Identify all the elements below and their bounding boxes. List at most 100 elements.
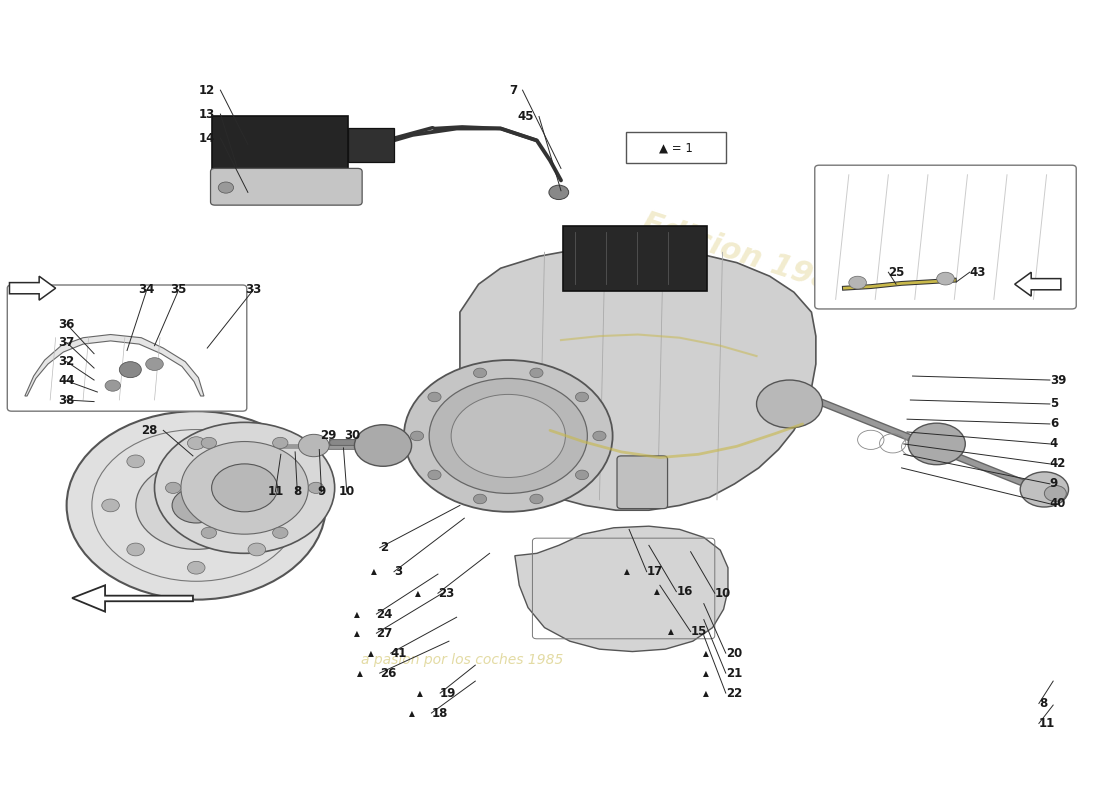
Text: 44: 44 bbox=[58, 374, 75, 387]
Circle shape bbox=[1044, 486, 1066, 502]
Text: 9: 9 bbox=[1049, 478, 1058, 490]
Text: 39: 39 bbox=[1049, 374, 1066, 386]
FancyBboxPatch shape bbox=[8, 285, 246, 411]
Text: 2: 2 bbox=[379, 542, 388, 554]
Circle shape bbox=[1020, 472, 1068, 507]
Circle shape bbox=[404, 360, 613, 512]
FancyBboxPatch shape bbox=[563, 226, 707, 290]
Circle shape bbox=[273, 438, 288, 449]
Text: Edicion 1985: Edicion 1985 bbox=[638, 209, 857, 304]
Text: 28: 28 bbox=[142, 424, 157, 437]
FancyBboxPatch shape bbox=[815, 166, 1076, 309]
Polygon shape bbox=[25, 334, 204, 396]
Text: 23: 23 bbox=[438, 586, 454, 600]
Circle shape bbox=[428, 470, 441, 480]
Text: 16: 16 bbox=[676, 585, 693, 598]
Circle shape bbox=[530, 368, 543, 378]
Text: 29: 29 bbox=[320, 430, 337, 442]
Text: 22: 22 bbox=[726, 686, 742, 699]
Text: 37: 37 bbox=[58, 336, 75, 349]
Text: 33: 33 bbox=[245, 283, 262, 296]
Text: 12: 12 bbox=[199, 84, 214, 97]
Text: 25: 25 bbox=[889, 266, 904, 278]
Text: 17: 17 bbox=[647, 566, 663, 578]
Text: 40: 40 bbox=[1049, 498, 1066, 510]
Circle shape bbox=[428, 392, 441, 402]
Circle shape bbox=[249, 455, 265, 468]
Circle shape bbox=[187, 437, 205, 450]
FancyBboxPatch shape bbox=[210, 169, 362, 205]
Text: ▲: ▲ bbox=[415, 589, 421, 598]
Circle shape bbox=[410, 431, 424, 441]
Text: ▲: ▲ bbox=[653, 587, 660, 596]
Text: ▲: ▲ bbox=[358, 669, 363, 678]
Text: 21: 21 bbox=[726, 666, 742, 680]
FancyBboxPatch shape bbox=[626, 133, 726, 163]
Text: ▲: ▲ bbox=[703, 649, 708, 658]
Circle shape bbox=[937, 272, 955, 285]
Text: 19: 19 bbox=[440, 686, 456, 699]
Text: ▲: ▲ bbox=[372, 567, 377, 576]
Text: 26: 26 bbox=[379, 666, 396, 680]
Circle shape bbox=[201, 527, 217, 538]
FancyBboxPatch shape bbox=[211, 117, 348, 170]
Text: 5: 5 bbox=[1049, 398, 1058, 410]
Text: ▲: ▲ bbox=[703, 669, 708, 678]
Circle shape bbox=[575, 392, 589, 402]
Circle shape bbox=[172, 488, 220, 523]
Circle shape bbox=[102, 499, 119, 512]
Polygon shape bbox=[460, 246, 816, 510]
Circle shape bbox=[249, 543, 265, 556]
FancyBboxPatch shape bbox=[617, 456, 668, 509]
Text: ▲: ▲ bbox=[624, 567, 630, 576]
Polygon shape bbox=[73, 586, 192, 612]
Circle shape bbox=[119, 362, 141, 378]
Text: 45: 45 bbox=[517, 110, 534, 123]
Circle shape bbox=[909, 423, 966, 465]
Circle shape bbox=[308, 482, 323, 494]
Circle shape bbox=[575, 470, 589, 480]
Circle shape bbox=[473, 494, 486, 504]
Circle shape bbox=[180, 442, 308, 534]
Text: 7: 7 bbox=[509, 84, 517, 97]
Circle shape bbox=[757, 380, 823, 428]
Circle shape bbox=[187, 562, 205, 574]
Circle shape bbox=[273, 499, 290, 512]
Text: 24: 24 bbox=[376, 607, 393, 621]
Text: 15: 15 bbox=[691, 625, 707, 638]
Text: ▲: ▲ bbox=[408, 709, 415, 718]
Circle shape bbox=[429, 378, 587, 494]
Text: a pasion por los coches 1985: a pasion por los coches 1985 bbox=[361, 653, 563, 666]
Text: 38: 38 bbox=[58, 394, 75, 406]
Text: 41: 41 bbox=[390, 646, 407, 660]
FancyBboxPatch shape bbox=[348, 129, 394, 162]
Circle shape bbox=[354, 425, 411, 466]
Circle shape bbox=[218, 182, 233, 193]
Text: 6: 6 bbox=[1049, 418, 1058, 430]
Text: 8: 8 bbox=[1038, 697, 1047, 710]
Circle shape bbox=[145, 358, 163, 370]
Circle shape bbox=[106, 380, 120, 391]
Text: 43: 43 bbox=[970, 266, 986, 278]
Text: 8: 8 bbox=[294, 486, 301, 498]
Text: 14: 14 bbox=[198, 131, 214, 145]
Text: ▲: ▲ bbox=[703, 689, 708, 698]
Text: 20: 20 bbox=[726, 646, 742, 660]
Text: ▲: ▲ bbox=[668, 627, 674, 636]
Text: 4: 4 bbox=[1049, 438, 1058, 450]
Circle shape bbox=[201, 438, 217, 449]
Text: ▲: ▲ bbox=[368, 649, 374, 658]
Text: ▲: ▲ bbox=[354, 610, 360, 618]
Text: ▲ = 1: ▲ = 1 bbox=[659, 141, 693, 154]
Text: ▲: ▲ bbox=[354, 629, 360, 638]
Text: 9: 9 bbox=[318, 486, 326, 498]
Circle shape bbox=[126, 543, 144, 556]
Text: 18: 18 bbox=[431, 706, 448, 719]
Text: 10: 10 bbox=[715, 586, 732, 600]
Polygon shape bbox=[1014, 272, 1060, 296]
Text: 34: 34 bbox=[139, 283, 155, 296]
Circle shape bbox=[154, 422, 334, 554]
Circle shape bbox=[273, 527, 288, 538]
Text: ▲: ▲ bbox=[417, 689, 424, 698]
Circle shape bbox=[593, 431, 606, 441]
